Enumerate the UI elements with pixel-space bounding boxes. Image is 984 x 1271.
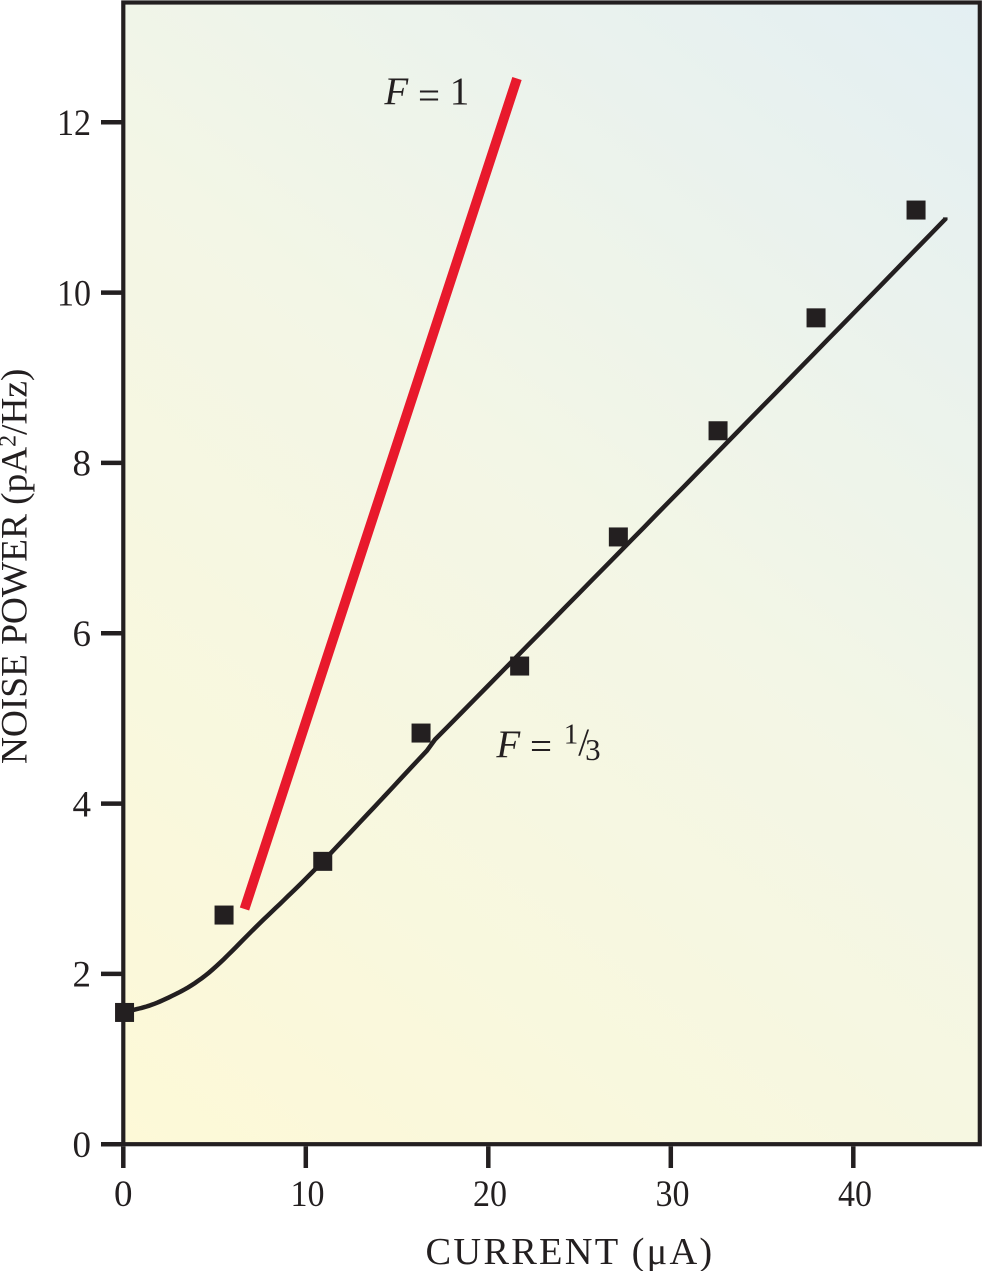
svg-text:2: 2 [73,955,92,996]
svg-text:6: 6 [73,614,92,655]
svg-text:40: 40 [838,1174,872,1215]
svg-text:NOISE POWER (pA2/Hz): NOISE POWER (pA2/Hz) [0,369,36,764]
svg-text:0: 0 [114,1174,133,1215]
svg-text:10: 10 [57,273,91,314]
svg-text:30: 30 [656,1174,690,1215]
svg-text:20: 20 [473,1174,507,1215]
svg-text:F = 1/3: F = 1/3 [495,719,600,768]
svg-text:F = 1: F = 1 [383,70,469,118]
svg-text:0: 0 [73,1125,92,1166]
svg-text:10: 10 [291,1174,325,1215]
svg-text:8: 8 [73,444,92,485]
svg-text:12: 12 [57,103,91,144]
svg-text:CURRENT (μA): CURRENT (μA) [426,1231,715,1271]
svg-text:4: 4 [73,784,92,825]
